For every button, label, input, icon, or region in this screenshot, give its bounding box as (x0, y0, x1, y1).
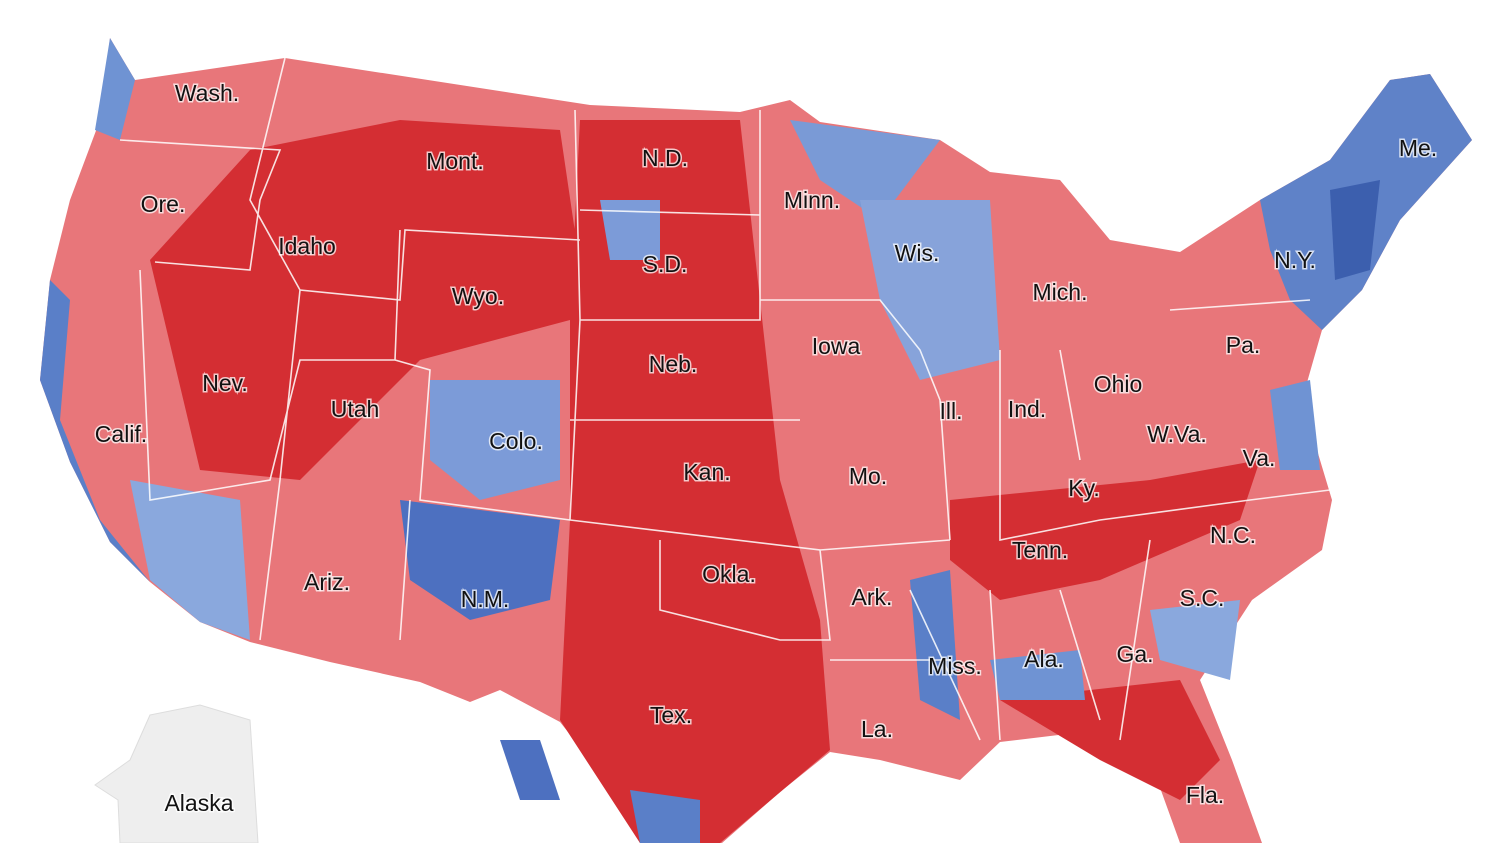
state-label: Va. (1243, 445, 1276, 471)
state-label: Mont. (426, 148, 484, 174)
state-label: Alaska (164, 790, 233, 816)
state-label: Idaho (278, 233, 336, 259)
state-label: Utah (331, 396, 380, 422)
state-label: Wyo. (452, 283, 504, 309)
state-label: Ill. (940, 398, 963, 424)
state-borders (119, 57, 1331, 741)
state-label: Iowa (812, 333, 861, 359)
state-label: N.D. (642, 145, 688, 171)
state-label: Ala. (1024, 646, 1064, 672)
state-label: Mo. (849, 463, 887, 489)
state-label: Mich. (1033, 279, 1088, 305)
state-label: S.C. (1180, 585, 1225, 611)
state-label: Ky. (1068, 475, 1100, 501)
alaska (94, 704, 259, 843)
state-label: N.Y. (1274, 247, 1316, 273)
state-labels: Wash. Mont. N.D. Me. Ore. Minn. Idaho Wis. S.D. N… (93, 79, 1438, 818)
state-label: Tex. (650, 702, 692, 728)
state-label: Ohio (1094, 371, 1143, 397)
state-label: Kan. (683, 459, 730, 485)
state-label: Ga. (1116, 641, 1153, 667)
state-label: Ind. (1008, 396, 1046, 422)
state-label: Minn. (784, 187, 840, 213)
state-label: Colo. (489, 428, 543, 454)
state-label: Okla. (702, 561, 756, 587)
state-label: W.Va. (1147, 421, 1207, 447)
blue-regions (40, 38, 1472, 843)
state-label: N.C. (1210, 522, 1256, 548)
state-label: Miss. (928, 653, 982, 679)
state-label: Ore. (141, 191, 186, 217)
state-label: Wash. (175, 80, 239, 106)
state-label: Nev. (202, 370, 248, 396)
state-label: N.M. (461, 586, 510, 612)
state-label: Tenn. (1012, 537, 1068, 563)
state-label: Neb. (649, 351, 698, 377)
state-label: S.D. (643, 251, 688, 277)
state-label: Me. (1399, 135, 1437, 161)
state-label: Ariz. (304, 569, 350, 595)
state-label: Fla. (1186, 782, 1224, 808)
state-label: Wis. (895, 240, 940, 266)
state-label: Pa. (1226, 332, 1261, 358)
state-label: Ark. (852, 584, 893, 610)
state-label: Calif. (95, 421, 147, 447)
state-label: La. (861, 716, 893, 742)
